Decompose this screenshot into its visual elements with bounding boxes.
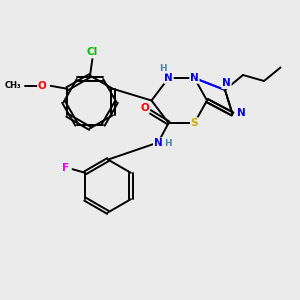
Text: N: N	[190, 73, 199, 83]
Text: F: F	[62, 163, 69, 173]
Text: S: S	[191, 118, 198, 128]
Text: H: H	[164, 139, 172, 148]
Text: N: N	[154, 138, 163, 148]
Text: N: N	[236, 107, 245, 118]
Text: O: O	[140, 103, 149, 113]
Text: N: N	[164, 73, 173, 83]
Text: O: O	[38, 81, 46, 91]
Text: Cl: Cl	[87, 47, 98, 57]
Text: H: H	[159, 64, 167, 73]
Text: CH₃: CH₃	[4, 81, 21, 90]
Text: N: N	[222, 78, 231, 88]
